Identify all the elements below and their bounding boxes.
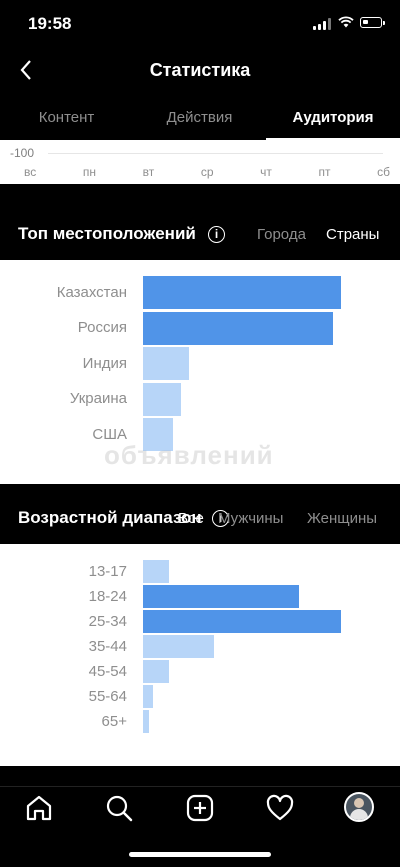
signal-icon — [313, 18, 331, 30]
age-label: 18-24 — [88, 587, 127, 605]
tab-bar: Контент Действия Аудитория — [0, 96, 400, 140]
filter-all[interactable]: Все — [178, 510, 204, 527]
age-bar — [143, 560, 169, 583]
watermark: объявлений — [104, 440, 274, 470]
profile-avatar[interactable] — [344, 792, 374, 822]
locations-chart: Казахстан Россия Индия Украина США — [0, 260, 400, 484]
status-time: 19:58 — [28, 14, 72, 33]
divider — [0, 766, 400, 786]
location-bar — [143, 276, 341, 309]
day-label: сб — [377, 165, 390, 179]
age-bar — [143, 610, 341, 633]
age-bar — [143, 635, 214, 658]
tab-actions[interactable]: Действия — [166, 108, 233, 126]
day-label: чт — [260, 165, 272, 179]
location-label: Украина — [69, 390, 127, 407]
age-label: 35-44 — [88, 637, 127, 655]
age-bar — [143, 660, 169, 683]
home-icon[interactable] — [24, 793, 54, 828]
filter-cities[interactable]: Города — [257, 226, 306, 243]
location-label: Индия — [82, 354, 127, 372]
info-icon[interactable]: i — [212, 510, 229, 527]
chart-gridline — [48, 153, 383, 154]
battery-icon — [360, 17, 385, 28]
y-tick-label: -100 — [10, 146, 35, 160]
info-icon[interactable]: i — [208, 226, 225, 243]
status-bar: 19:58 — [0, 0, 400, 48]
location-label: Казахстан — [56, 283, 127, 301]
back-button[interactable] — [8, 48, 44, 92]
ages-chart: 13-17 18-24 25-34 35-44 45-54 55-64 65+ — [0, 544, 400, 766]
day-label: пт — [318, 165, 331, 179]
search-icon[interactable] — [104, 793, 134, 828]
filter-women[interactable]: Женщины — [307, 510, 378, 527]
filter-countries[interactable]: Страны — [326, 226, 380, 243]
age-label: 65+ — [101, 712, 127, 730]
add-post-icon[interactable] — [185, 793, 215, 828]
age-bar — [143, 685, 153, 708]
location-label: США — [92, 425, 127, 443]
activity-chart: -100 вс пн вт ср чт пт сб — [0, 140, 400, 184]
header: Статистика — [0, 48, 400, 94]
home-indicator — [129, 852, 271, 857]
age-label: 55-64 — [88, 687, 127, 705]
location-bar — [143, 347, 189, 380]
heart-icon[interactable] — [265, 793, 295, 828]
age-bar — [143, 585, 299, 608]
tab-audience[interactable]: Аудитория — [266, 96, 400, 140]
location-bar — [143, 382, 181, 416]
day-labels: вс пн вт ср чт пт сб — [24, 165, 390, 179]
tab-content[interactable]: Контент — [38, 108, 95, 126]
age-label: 45-54 — [88, 662, 127, 680]
chevron-left-icon — [20, 60, 31, 80]
day-label: пн — [82, 165, 96, 179]
age-bar — [143, 710, 149, 733]
ages-header: Возрастной диапазон i Все Мужчины Женщин… — [0, 492, 400, 544]
location-bar — [143, 311, 333, 345]
locations-header: Топ местоположений i Города Страны — [0, 208, 400, 260]
location-label: Россия — [77, 319, 127, 336]
filter-men[interactable]: Мужчины — [218, 510, 284, 527]
locations-title: Топ местоположений — [18, 224, 196, 243]
day-label: вс — [24, 165, 37, 179]
ages-title: Возрастной диапазон — [18, 508, 202, 527]
page-title: Статистика — [149, 60, 251, 80]
day-label: ср — [200, 165, 214, 179]
age-label: 13-17 — [88, 562, 127, 580]
location-bar — [143, 418, 173, 451]
day-label: вт — [142, 165, 155, 179]
wifi-icon — [338, 16, 354, 31]
age-label: 25-34 — [88, 612, 127, 630]
